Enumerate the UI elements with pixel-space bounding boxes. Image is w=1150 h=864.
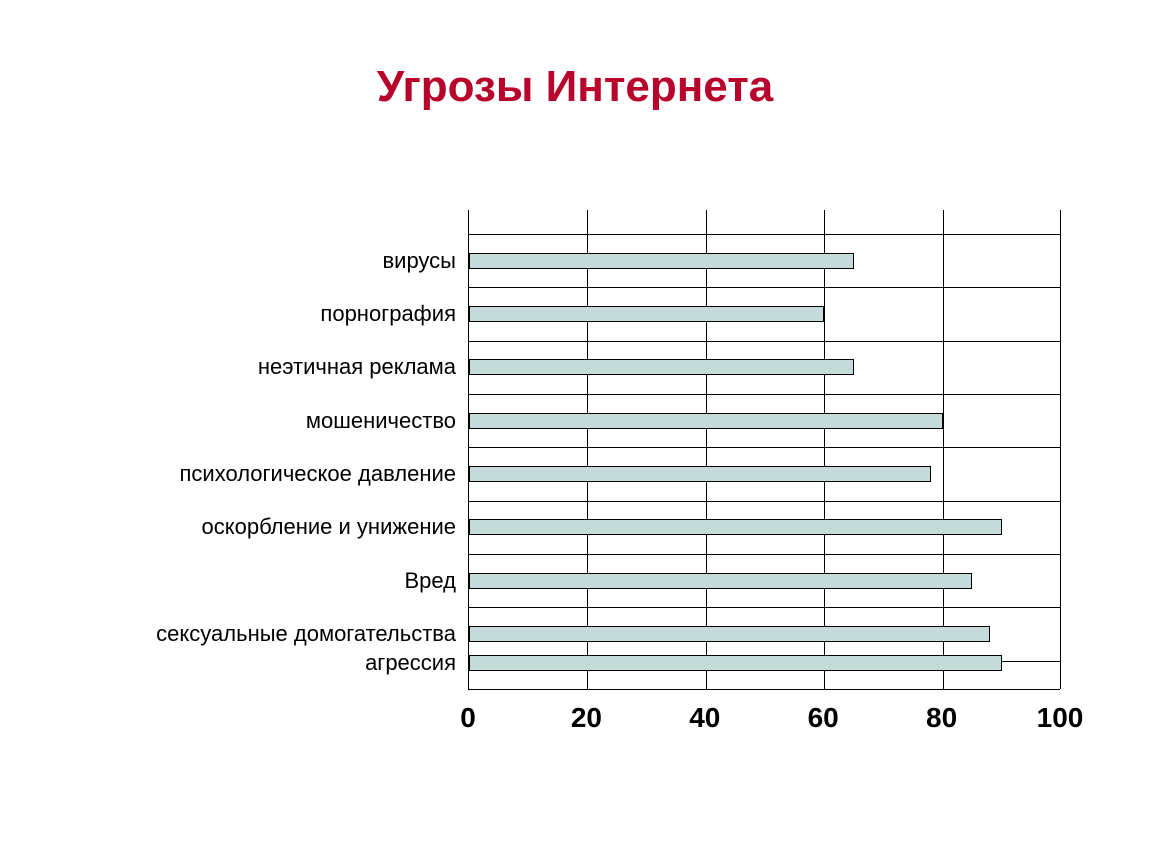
gridline-v [824,210,825,689]
category-label: психологическое давление [96,461,456,487]
category-label: неэтичная реклама [96,354,456,380]
category-label: порнография [96,301,456,327]
gridline-v [943,210,944,689]
x-tick-label: 20 [571,702,602,734]
category-label: мошеничество [96,408,456,434]
gridline-h [469,447,1060,448]
bar [469,519,1002,535]
gridline-v [587,210,588,689]
category-label: сексуальные домогательства [96,621,456,647]
gridline-v [706,210,707,689]
bar [469,413,943,429]
bar [469,253,854,269]
x-tick-label: 80 [926,702,957,734]
bar [469,655,1002,671]
x-tick-label: 0 [460,702,476,734]
chart-title: Угрозы Интернета [0,62,1150,112]
bar [469,573,972,589]
bar [469,359,854,375]
category-label: вирусы [96,248,456,274]
bar [469,626,990,642]
gridline-h [469,501,1060,502]
category-label: оскорбление и унижение [96,514,456,540]
x-tick-label: 60 [808,702,839,734]
bar [469,466,931,482]
bar [469,306,824,322]
category-label: Вред [96,568,456,594]
plot-region [468,210,1060,690]
gridline-h [469,341,1060,342]
gridline-h [469,554,1060,555]
gridline-h [469,394,1060,395]
category-label: агрессия [96,650,456,676]
chart-area: вирусы порнография неэтичная реклама мош… [100,210,1080,750]
slide: Угрозы Интернета вирусы порнография неэт… [0,0,1150,864]
gridline-h [469,234,1060,235]
gridline-v [1060,210,1061,689]
gridline-h [469,607,1060,608]
x-tick-label: 100 [1037,702,1084,734]
x-tick-label: 40 [689,702,720,734]
gridline-h [469,287,1060,288]
